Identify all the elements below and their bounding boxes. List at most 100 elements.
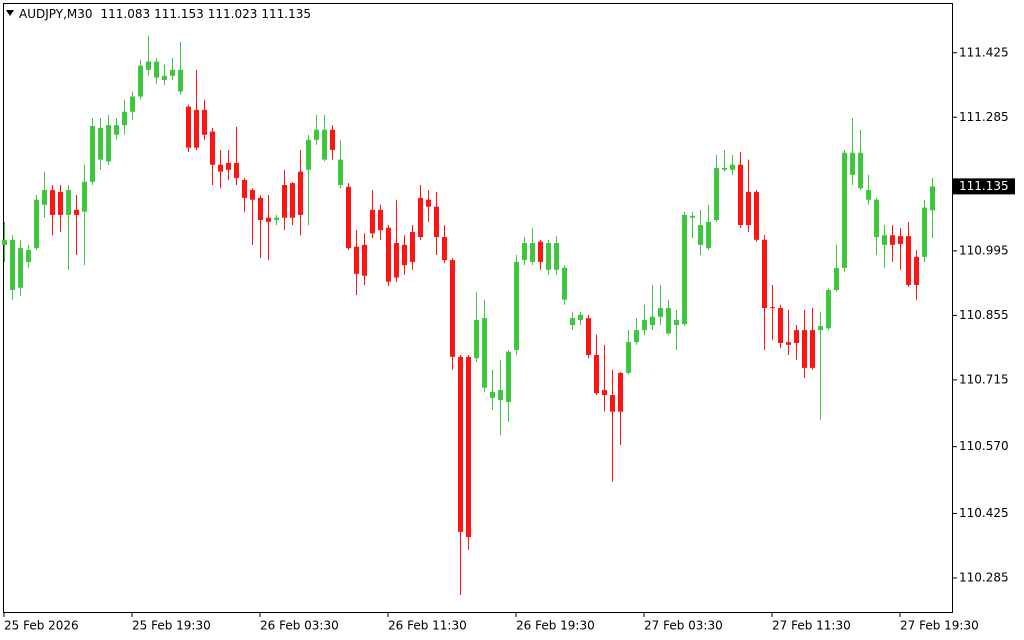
y-tick-label: 110.425 xyxy=(959,506,1009,520)
candle-body xyxy=(626,342,631,373)
price-marker-label: 111.135 xyxy=(959,179,1009,193)
candle-body xyxy=(562,267,567,300)
candle-body xyxy=(474,319,479,359)
candle-body xyxy=(466,356,471,537)
x-tick-label: 25 Feb 2026 xyxy=(4,619,79,633)
candle-body xyxy=(122,111,127,126)
candle-body xyxy=(482,318,487,388)
candle-body xyxy=(10,239,15,291)
candle-body xyxy=(298,171,303,215)
candle-body xyxy=(698,225,703,245)
candle-body xyxy=(522,243,527,261)
candle-body xyxy=(162,75,167,80)
candle-body xyxy=(330,129,335,150)
candle-body xyxy=(906,236,911,285)
candle-body xyxy=(866,190,871,200)
candle-body xyxy=(922,207,927,257)
candle-body xyxy=(610,395,615,412)
candle-body xyxy=(794,330,799,344)
y-tick-label: 111.425 xyxy=(959,45,1009,59)
candle-body xyxy=(826,290,831,329)
candle-body xyxy=(66,190,71,215)
candle-body xyxy=(682,214,687,325)
candle-body xyxy=(658,308,663,317)
candle-body xyxy=(930,186,935,211)
candle-body xyxy=(2,239,7,245)
candle-body xyxy=(226,162,231,170)
candle-body xyxy=(714,167,719,221)
candle-body xyxy=(602,390,607,396)
candle-body xyxy=(258,197,263,221)
candle-body xyxy=(706,221,711,249)
candle-body xyxy=(786,342,791,345)
candle-body xyxy=(898,236,903,244)
candle-body xyxy=(114,125,119,135)
candle-body xyxy=(170,69,175,76)
candle-body xyxy=(530,243,535,262)
candle-body xyxy=(554,243,559,270)
x-tick-label: 26 Feb 03:30 xyxy=(260,619,339,633)
x-tick-label: 26 Feb 11:30 xyxy=(388,619,467,633)
candle-body xyxy=(394,243,399,278)
candle-body xyxy=(450,260,455,357)
x-tick-label: 25 Feb 19:30 xyxy=(132,619,211,633)
candle-body xyxy=(578,314,583,320)
candle-body xyxy=(762,239,767,308)
candle-body xyxy=(306,139,311,170)
candle-body xyxy=(322,129,327,160)
candle-body xyxy=(778,308,783,344)
chart-title: AUDJPY,M30 xyxy=(19,7,93,21)
candle-body xyxy=(402,244,407,266)
candle-body xyxy=(26,249,31,262)
candle-body xyxy=(282,184,287,218)
candle-body xyxy=(514,261,519,350)
y-tick-label: 110.285 xyxy=(959,570,1009,584)
candle-body xyxy=(58,191,63,215)
header-high: 111.153 xyxy=(154,7,204,21)
candle-body xyxy=(890,235,895,245)
candle-body xyxy=(106,125,111,162)
candle-body xyxy=(586,318,591,355)
candle-body xyxy=(546,243,551,270)
candle-body xyxy=(738,164,743,226)
candle-body xyxy=(618,372,623,412)
candle-body xyxy=(202,109,207,135)
candle-body xyxy=(842,152,847,268)
plot-frame xyxy=(3,3,953,613)
candle-body xyxy=(178,69,183,92)
candle-body xyxy=(34,199,39,249)
candle-body xyxy=(506,351,511,402)
candle-body xyxy=(242,179,247,198)
chart-header: AUDJPY,M30 111.083 111.153 111.023 111.135 xyxy=(19,7,311,21)
candle-body xyxy=(130,96,135,112)
candle-body xyxy=(250,190,255,200)
candle-body xyxy=(746,191,751,226)
candle-body xyxy=(194,109,199,148)
candle-body xyxy=(18,248,23,288)
candle-body xyxy=(426,199,431,207)
candle-body xyxy=(722,167,727,170)
candle-body xyxy=(42,190,47,205)
candle-body xyxy=(498,390,503,401)
y-tick-label: 110.715 xyxy=(959,372,1009,386)
candle-body xyxy=(274,217,279,221)
candle-body xyxy=(730,164,735,170)
candle-body xyxy=(354,246,359,274)
candle-body xyxy=(914,256,919,285)
candle-body xyxy=(834,267,839,291)
candle-body xyxy=(138,65,143,97)
candle-body xyxy=(378,209,383,231)
candle-body xyxy=(186,106,191,148)
candle-body xyxy=(410,231,415,262)
candle-body xyxy=(874,199,879,238)
candle-body xyxy=(490,391,495,398)
candle-body xyxy=(146,61,151,70)
x-tick-label: 26 Feb 19:30 xyxy=(516,619,595,633)
candle-body xyxy=(666,308,671,334)
candle-body xyxy=(50,190,55,215)
menu-arrow[interactable] xyxy=(6,10,14,16)
candle-body xyxy=(642,319,647,331)
candle-body xyxy=(210,131,215,165)
candle-body xyxy=(442,237,447,261)
